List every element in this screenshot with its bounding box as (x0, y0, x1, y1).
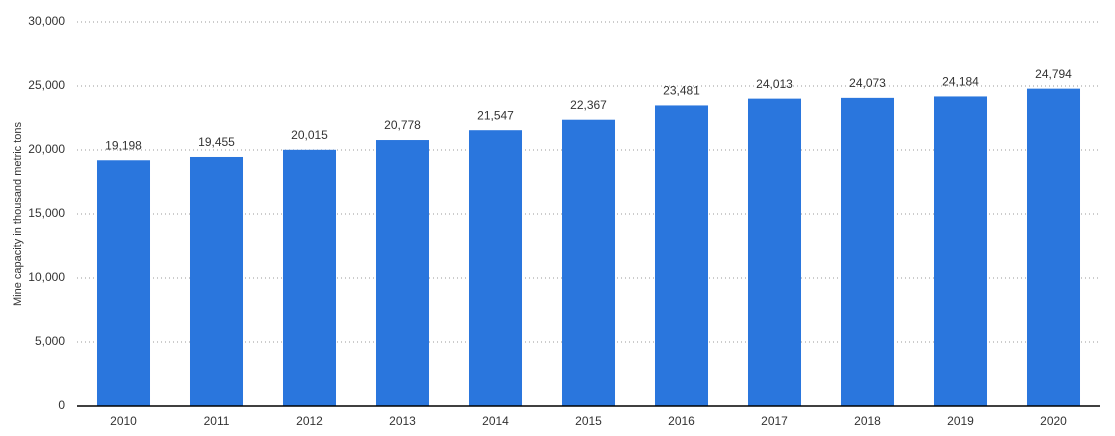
bar (747, 98, 802, 406)
bar (468, 130, 523, 406)
x-tick-label: 2012 (296, 414, 323, 428)
bar (840, 97, 895, 406)
x-tick-label: 2016 (668, 414, 695, 428)
value-label: 24,794 (1035, 67, 1072, 81)
bar (561, 119, 616, 407)
bar (375, 140, 430, 406)
value-label: 23,481 (663, 84, 700, 98)
x-tick-label: 2019 (947, 414, 974, 428)
x-tick-label: 2018 (854, 414, 881, 428)
value-label: 24,184 (942, 75, 979, 89)
y-tick-label: 10,000 (28, 270, 65, 284)
x-tick-label: 2010 (110, 414, 137, 428)
x-tick-label: 2017 (761, 414, 788, 428)
x-tick-label: 2014 (482, 414, 509, 428)
value-label: 19,198 (105, 138, 142, 152)
value-label: 21,547 (477, 108, 514, 122)
value-label: 24,013 (756, 77, 793, 91)
y-axis-label: Mine capacity in thousand metric tons (12, 121, 24, 306)
x-tick-label: 2011 (204, 414, 230, 428)
bar (1026, 88, 1081, 406)
value-label: 24,073 (849, 76, 886, 90)
y-tick-label: 30,000 (28, 14, 65, 28)
bar (933, 96, 988, 407)
value-label: 20,778 (384, 118, 421, 132)
y-tick-label: 0 (58, 398, 65, 412)
y-tick-label: 15,000 (28, 206, 65, 220)
y-tick-label: 25,000 (28, 78, 65, 92)
value-label: 20,015 (291, 128, 328, 142)
y-tick-label: 5,000 (35, 334, 65, 348)
bar (189, 156, 244, 406)
bar (654, 105, 709, 406)
x-tick-label: 2020 (1040, 414, 1067, 428)
bar (96, 160, 151, 406)
y-tick-label: 20,000 (28, 142, 65, 156)
bar (282, 149, 337, 407)
x-tick-label: 2013 (389, 414, 416, 428)
x-tick-label: 2015 (575, 414, 602, 428)
value-label: 22,367 (570, 98, 607, 112)
value-label: 19,455 (198, 135, 235, 149)
